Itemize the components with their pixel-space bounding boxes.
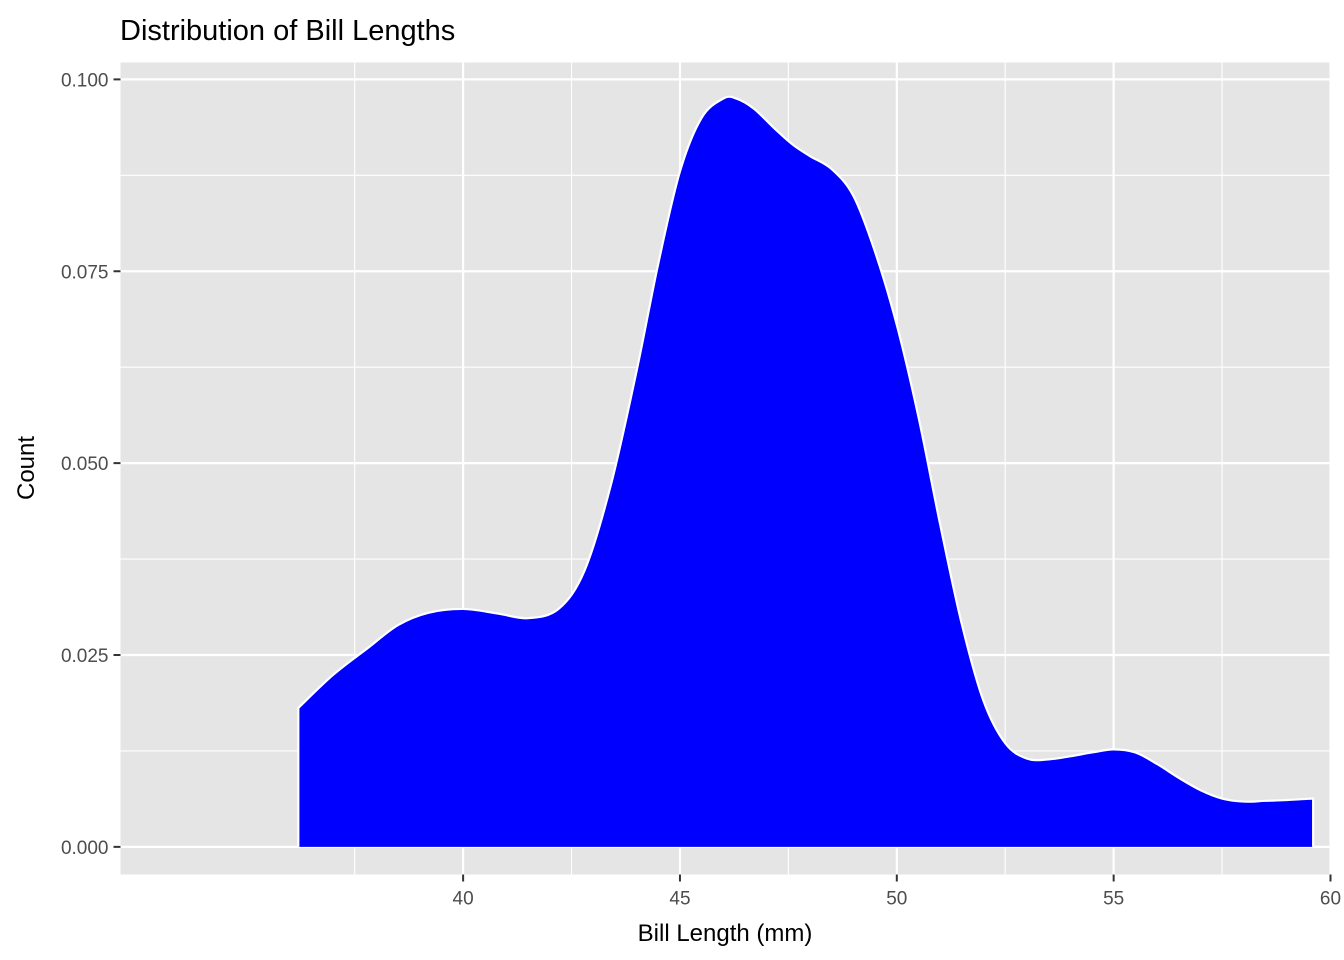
x-tick-label: 55 — [1103, 889, 1124, 910]
x-tick-label: 60 — [1320, 889, 1341, 910]
y-axis-title: Count — [13, 436, 40, 500]
density-series — [297, 95, 1315, 847]
x-tick-label: 50 — [886, 889, 907, 910]
density-outline — [297, 95, 1315, 847]
y-tick-label: 0.025 — [61, 646, 109, 667]
density-area — [298, 96, 1314, 847]
y-tick-label: 0.075 — [61, 262, 109, 283]
y-tick-label: 0.100 — [61, 70, 109, 91]
x-tick-label: 45 — [669, 889, 690, 910]
x-tick-label: 40 — [453, 889, 474, 910]
y-tick-label: 0.000 — [61, 838, 109, 859]
x-axis-title: Bill Length (mm) — [638, 920, 813, 947]
chart-title: Distribution of Bill Lengths — [120, 15, 455, 47]
y-axis: 0.000 0.025 0.050 0.075 0.100 — [61, 70, 121, 859]
x-axis: 40 45 50 55 60 — [453, 874, 1341, 910]
y-tick-label: 0.050 — [61, 454, 109, 475]
